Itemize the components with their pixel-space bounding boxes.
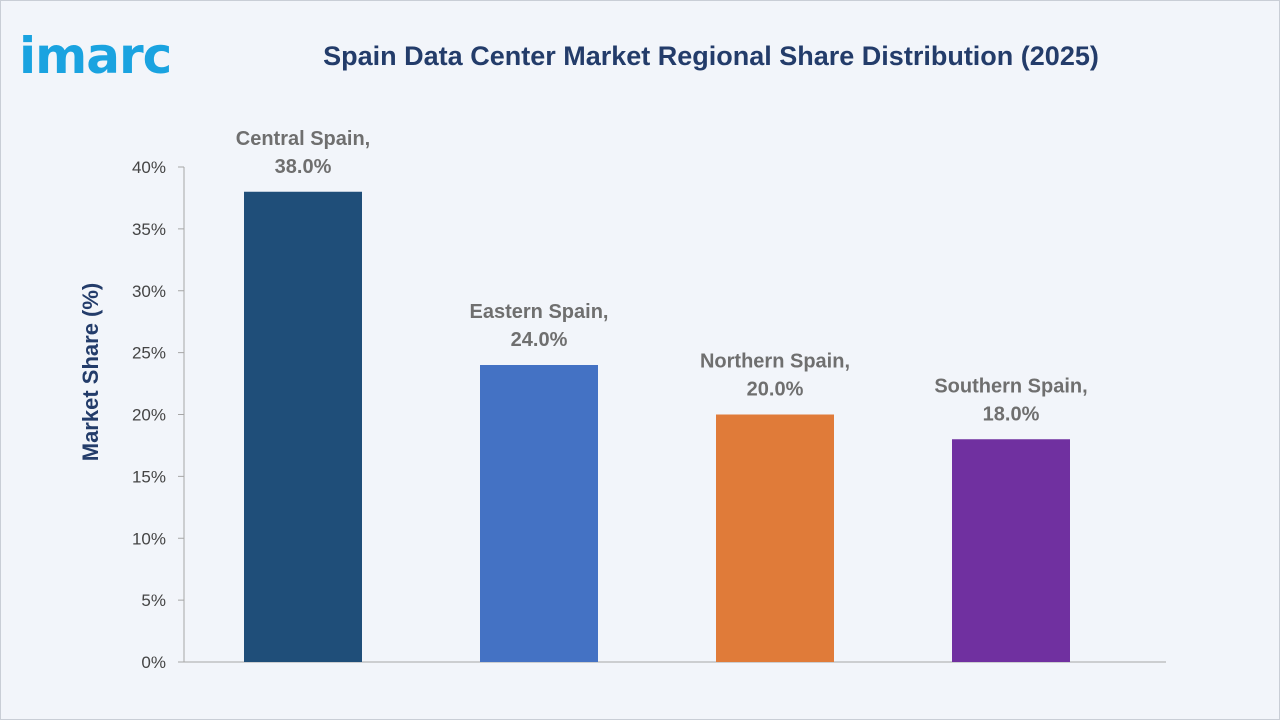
- data-label-category: Northern Spain,: [700, 351, 850, 373]
- data-label-value: 24.0%: [511, 329, 568, 351]
- y-tick-label: 5%: [141, 591, 166, 610]
- bar-northern-spain: [716, 414, 834, 662]
- axis-layer: 0% 5% 10% 15% 20% 25% 30% 35% 40%: [132, 158, 1166, 672]
- data-label-category: Southern Spain,: [934, 375, 1087, 397]
- label-layer: Central Spain, 38.0% Eastern Spain, 24.0% No…: [236, 128, 1088, 426]
- data-label-value: 20.0%: [747, 379, 804, 401]
- data-label-value: 18.0%: [983, 403, 1040, 425]
- y-tick-label: 10%: [132, 529, 166, 548]
- bar-southern-spain: [952, 439, 1070, 662]
- bar-central-spain: [244, 191, 362, 662]
- y-axis-title: Market Share (%): [78, 283, 103, 462]
- chart-title: Spain Data Center Market Regional Share …: [323, 41, 1099, 71]
- data-label-category: Eastern Spain,: [470, 301, 609, 323]
- data-label-value: 38.0%: [275, 156, 332, 178]
- logo-text: imarc: [19, 27, 172, 85]
- y-tick-label: 30%: [132, 282, 166, 301]
- y-tick-label: 35%: [132, 220, 166, 239]
- y-tick-label: 15%: [132, 467, 166, 486]
- imarc-logo: imarc: [19, 29, 209, 89]
- y-tick-label: 25%: [132, 344, 166, 363]
- data-label-category: Central Spain,: [236, 128, 370, 150]
- bar-eastern-spain: [480, 365, 598, 662]
- bar-layer: [244, 191, 1070, 662]
- y-tick-label: 0%: [141, 653, 166, 672]
- y-tick-label: 20%: [132, 406, 166, 425]
- y-tick-label: 40%: [132, 158, 166, 177]
